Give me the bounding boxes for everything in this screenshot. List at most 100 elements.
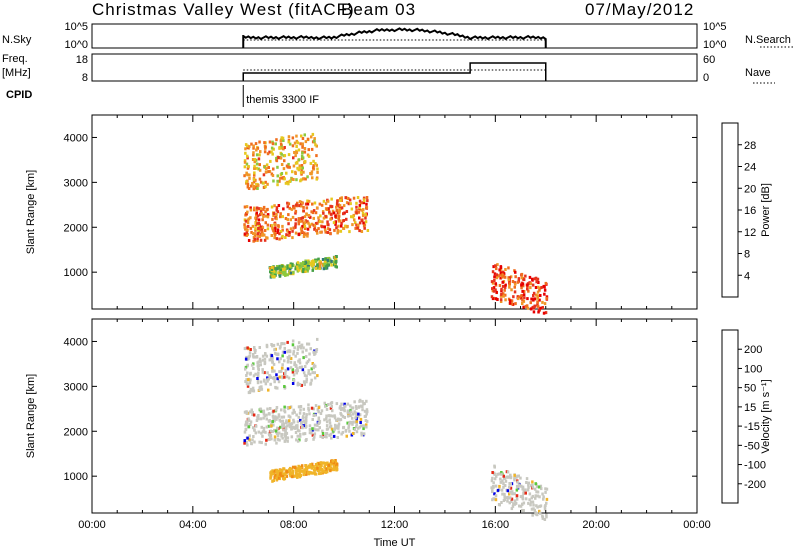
cell-power [338,210,341,214]
cell-power [522,305,525,309]
cell-velocity [527,501,530,505]
cell-velocity [325,420,329,424]
cell-power [299,142,302,146]
cell-velocity [317,410,320,414]
cell-velocity [521,494,524,498]
cell-velocity [490,479,494,483]
cell-power [279,212,282,216]
cell-power [358,199,362,203]
cell-power [253,208,256,212]
cell-power [253,206,256,210]
cell-power [250,230,253,234]
cell-velocity [280,434,283,438]
cell-power [516,295,520,299]
cell-velocity [263,371,266,375]
cell-power [243,159,247,163]
cell-velocity [492,485,495,489]
cell-velocity [493,477,497,481]
cell-power [492,265,495,269]
cell-velocity [351,432,355,435]
cell-power [307,221,310,225]
cell-power [303,147,307,150]
cell-velocity [296,439,300,443]
cell-power [302,170,305,174]
cell-velocity [346,409,350,413]
cell-velocity [510,507,514,511]
cell-power [340,206,344,210]
cell-velocity [308,471,311,475]
cell-power [328,228,332,232]
cell-power [537,310,540,314]
cell-velocity [296,426,299,430]
cell-power [269,266,272,270]
cell-power [311,202,314,206]
cell-power [315,163,318,167]
cell-velocity [253,440,256,444]
cell-velocity [244,380,247,383]
cell-velocity [262,412,266,416]
cell-power [311,132,315,136]
cell-velocity [543,507,547,511]
cell-power [310,210,313,214]
cell-velocity [297,415,300,419]
cell-velocity [267,388,270,392]
cell-velocity [297,341,301,345]
ytick-label-power: 2000 [64,222,88,234]
cell-velocity [259,363,262,367]
cell-velocity [344,428,348,432]
cell-velocity [296,429,300,432]
cell-velocity [349,414,352,418]
cell-velocity [280,408,283,412]
cell-power [271,272,275,276]
cell-velocity [292,373,296,377]
cell-power [292,164,296,168]
cell-power [300,229,304,233]
cell-power [536,277,540,281]
cell-power [304,267,307,271]
cell-velocity [346,421,349,425]
cell-power [335,202,339,206]
cell-power [260,233,263,237]
cell-velocity [316,423,319,427]
cell-velocity [276,437,280,441]
cell-power [252,239,255,243]
cell-power [254,186,258,190]
cell-power [316,167,319,171]
xtick-label: 08:00 [280,519,308,531]
cell-power [492,286,496,290]
cell-power [252,187,255,191]
cell-velocity [544,504,547,507]
freq-trace [242,62,547,81]
cell-velocity [282,424,286,428]
ylabel-velocity: Slant Range [km] [25,374,37,458]
cell-velocity [292,352,295,356]
cell-velocity [308,412,311,416]
cell-velocity [245,355,248,359]
cell-velocity [303,373,307,377]
cell-velocity [297,466,301,470]
colorbar-tick-label-power: 20 [744,183,756,195]
cell-power [532,310,536,314]
cell-velocity [262,416,265,420]
cell-power [334,222,337,226]
cell-power [287,138,291,142]
cell-velocity [257,417,260,421]
cell-power [301,225,304,228]
cell-velocity [275,441,278,445]
cell-power [493,279,496,282]
cell-velocity [362,402,365,406]
cell-power [257,221,260,225]
nsky-label: N.Sky [2,34,32,46]
cell-velocity [328,433,331,437]
cell-velocity [289,366,293,370]
cell-velocity [355,414,358,417]
cell-power [513,269,516,273]
colorbar-tick-label-power: 8 [744,249,750,261]
cell-velocity [508,501,511,505]
cell-power [325,207,329,211]
cell-power [504,293,507,297]
cell-velocity [350,420,354,424]
cell-power [251,158,255,161]
cell-power [266,152,270,156]
cell-velocity [281,376,284,380]
